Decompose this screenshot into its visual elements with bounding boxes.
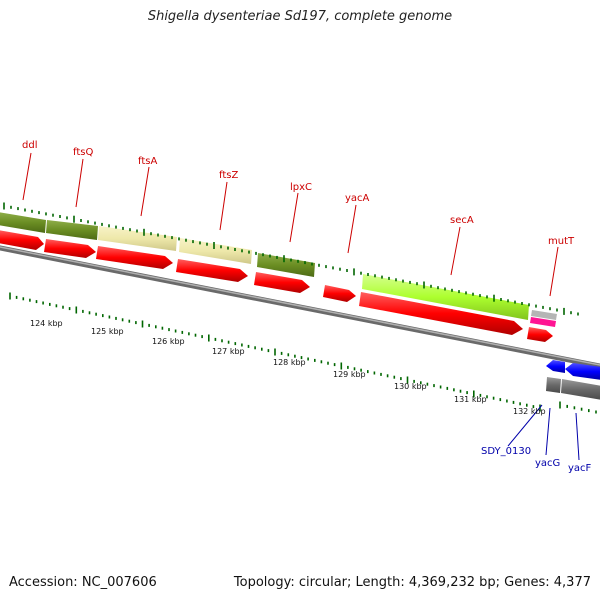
cog-block-secA[interactable] (362, 274, 529, 320)
gene-label-yacF[interactable]: yacF (568, 463, 592, 474)
map-title: Shigella dysenteriae Sd197, complete gen… (147, 9, 453, 24)
cds-arrow-yacG[interactable] (546, 360, 565, 373)
gene-label-yacG[interactable]: yacG (535, 458, 560, 469)
kbp-label: 126 kbp (152, 337, 185, 346)
gene-label-ddl[interactable]: ddl (22, 140, 37, 151)
gene-labels-bottom: SDY_0130 yacG yacF (481, 446, 592, 474)
cog-block-yacF[interactable] (561, 379, 600, 400)
cog-track-forward (0, 212, 557, 327)
tick-row-upper (3, 202, 579, 316)
gene-label-lpxC[interactable]: lpxC (290, 182, 312, 193)
gene-label-ftsZ[interactable]: ftsZ (219, 170, 238, 181)
accession-text: Accession: NC_007606 (9, 575, 157, 590)
cds-track-forward (0, 230, 553, 342)
kbp-label: 124 kbp (30, 319, 63, 328)
kbp-label: 129 kbp (333, 370, 366, 379)
gene-label-yacA[interactable]: yacA (345, 193, 370, 204)
cds-arrow-lpxC[interactable] (254, 272, 310, 293)
cog-block-ddl[interactable] (0, 212, 46, 233)
cds-arrow-yacA[interactable] (323, 285, 356, 302)
cog-block-ftsQ[interactable] (46, 220, 98, 240)
kbp-label: 125 kbp (91, 327, 124, 336)
cog-block-mutT-grey[interactable] (531, 310, 557, 320)
cds-track-reverse (546, 360, 600, 400)
cog-block-ftsZ[interactable] (179, 238, 252, 264)
cds-arrow-ftsZ[interactable] (176, 259, 248, 282)
cds-arrow-ftsQ[interactable] (44, 239, 96, 258)
kbp-label: 131 kbp (454, 395, 487, 404)
cds-arrow-mutT[interactable] (527, 327, 553, 342)
tick-row-lower (9, 292, 541, 412)
leader-lines-top (22, 152, 559, 297)
gene-labels-top: ddl ftsQ ftsA ftsZ lpxC yacA secA mutT (22, 140, 575, 247)
gene-label-ftsA[interactable]: ftsA (138, 156, 157, 167)
cog-block-mutT-pink[interactable] (530, 317, 556, 327)
genome-summary-text: Topology: circular; Length: 4,369,232 bp… (233, 575, 591, 590)
cog-block-yacG[interactable] (546, 377, 561, 393)
gene-label-secA[interactable]: secA (450, 215, 474, 226)
kbp-label: 132 kbp (513, 407, 546, 416)
kbp-label: 130 kbp (394, 382, 427, 391)
leader-lines-bottom (507, 404, 580, 461)
cds-arrow-ddl[interactable] (0, 230, 44, 250)
kbp-label: 128 kbp (273, 358, 306, 367)
cds-arrow-secA[interactable] (359, 292, 523, 335)
cds-arrow-ftsA[interactable] (96, 246, 173, 269)
gene-label-ftsQ[interactable]: ftsQ (73, 147, 93, 158)
cog-block-lpxC[interactable] (257, 253, 315, 277)
cds-arrow-yacF[interactable] (565, 363, 600, 380)
gene-label-mutT[interactable]: mutT (548, 236, 575, 247)
genome-backbone (0, 245, 600, 369)
cog-block-ftsA[interactable] (98, 226, 177, 251)
kbp-label: 127 kbp (212, 347, 245, 356)
kbp-scale-labels: 124 kbp 125 kbp 126 kbp 127 kbp 128 kbp … (30, 319, 546, 416)
gene-label-SDY_0130[interactable]: SDY_0130 (481, 446, 531, 457)
tick-row-right (559, 401, 597, 414)
